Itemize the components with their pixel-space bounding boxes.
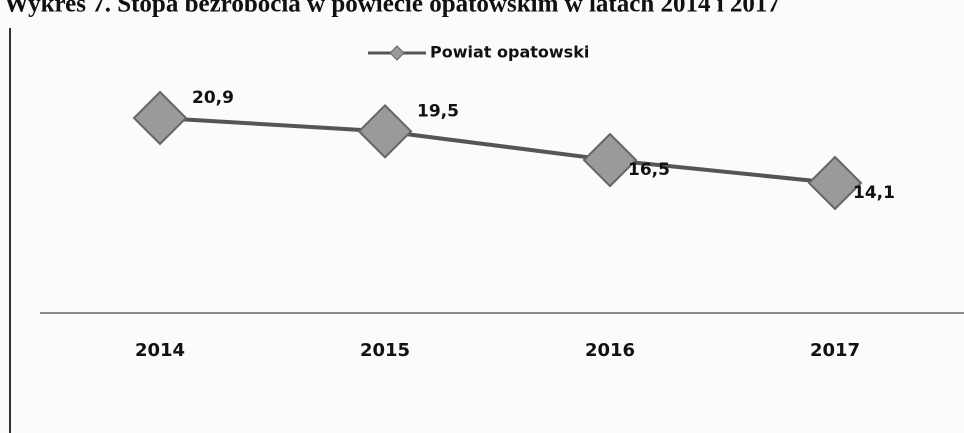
legend-marker: [389, 45, 405, 61]
legend-label: Powiat opatowski: [430, 43, 589, 62]
data-label: 19,5: [417, 101, 459, 121]
data-label: 16,5: [628, 160, 670, 180]
x-tick-label: 2014: [135, 340, 185, 361]
data-point: [357, 103, 413, 159]
x-tick-label: 2017: [810, 340, 860, 361]
series-line: [159, 116, 836, 185]
data-point: [132, 90, 188, 146]
data-point: [582, 132, 638, 188]
x-tick-label: 2016: [585, 340, 635, 361]
data-label: 20,9: [192, 88, 234, 108]
data-point: [807, 155, 863, 211]
data-label: 14,1: [853, 183, 895, 203]
x-tick-label: 2015: [360, 340, 410, 361]
chart-title: Wykres 7. Stopa bezrobocia w powiecie op…: [4, 0, 780, 18]
